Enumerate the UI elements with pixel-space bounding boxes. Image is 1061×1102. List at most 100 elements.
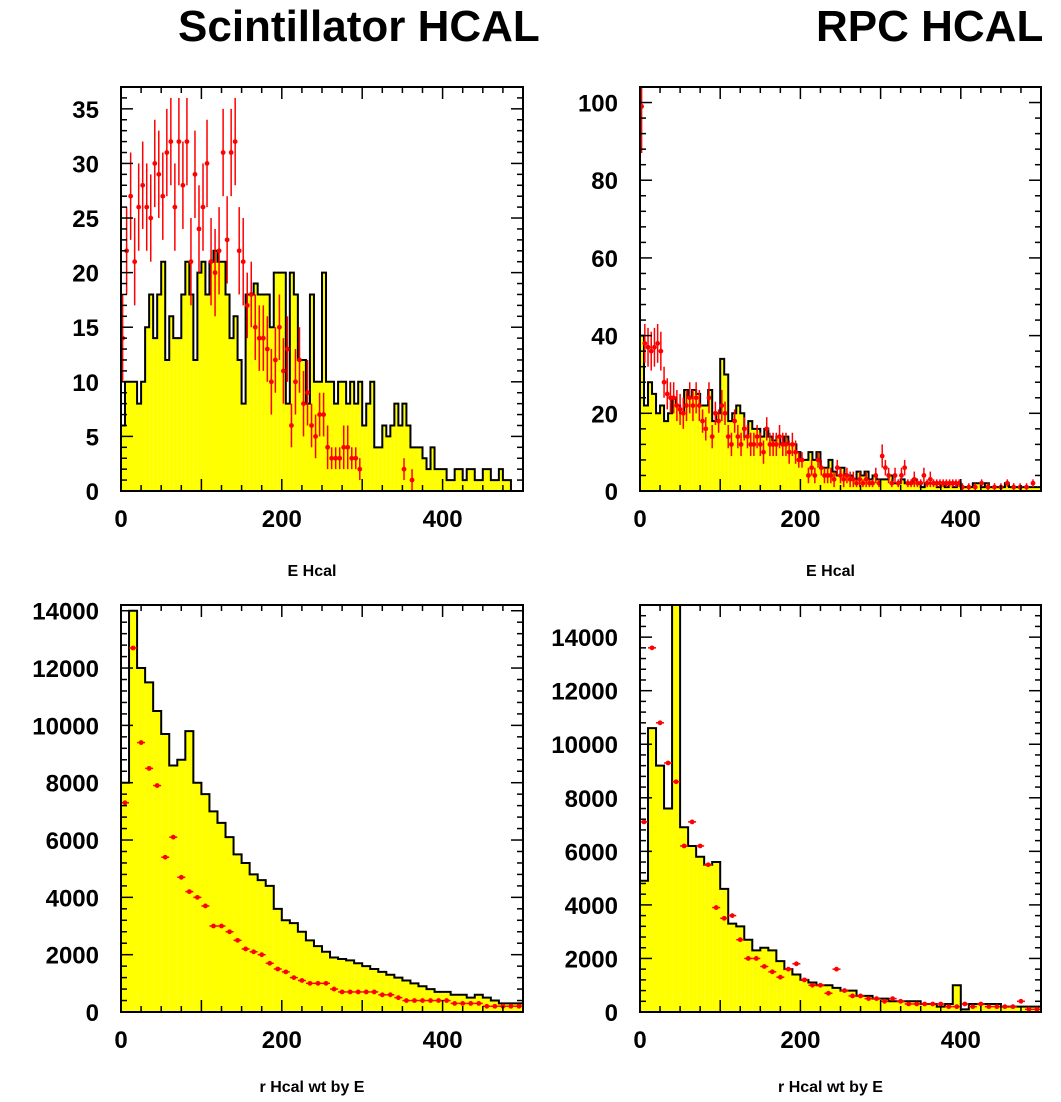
- point-marker: [761, 964, 767, 969]
- data-point: [256, 305, 262, 371]
- y-ticks: 0 2000 4000 6000 8000 10000 12000 14000: [32, 599, 523, 1027]
- point-marker: [786, 449, 792, 455]
- data-point: [860, 479, 866, 488]
- data-point: [944, 1004, 953, 1010]
- point-marker: [236, 248, 242, 254]
- y-tick-label: 0: [605, 479, 618, 506]
- point-marker: [828, 473, 834, 478]
- data-point: [752, 956, 761, 961]
- histogram-bin: [696, 856, 705, 1012]
- data-point: [729, 432, 734, 457]
- point-marker: [658, 348, 664, 354]
- data-point: [236, 207, 242, 295]
- histogram-bin: [712, 862, 721, 1012]
- point-marker: [216, 248, 222, 254]
- data-point: [854, 479, 859, 488]
- data-point: [815, 452, 821, 468]
- data-point: [754, 424, 760, 449]
- data-point: [217, 923, 226, 929]
- point-marker: [412, 998, 417, 1003]
- point-marker: [122, 800, 128, 806]
- point-marker: [713, 905, 719, 910]
- histogram-bin: [157, 294, 162, 491]
- point-marker: [208, 259, 214, 265]
- point-marker: [186, 889, 192, 895]
- point-marker: [938, 1001, 944, 1007]
- histogram-bin: [872, 998, 881, 1012]
- histogram-bin: [305, 403, 310, 491]
- point-marker: [339, 989, 345, 995]
- point-marker: [297, 357, 302, 363]
- histogram-bin: [900, 479, 905, 491]
- data-point: [345, 425, 351, 470]
- point-marker: [898, 998, 904, 1004]
- histogram-bin: [418, 447, 423, 491]
- data-point: [200, 163, 206, 251]
- point-marker: [994, 1004, 1000, 1010]
- histogram-bin: [137, 668, 146, 1012]
- histogram-bin: [796, 452, 801, 491]
- histogram-bin: [129, 610, 138, 1012]
- data-point: [880, 998, 889, 1004]
- x-tick-label: 400: [941, 1027, 981, 1054]
- data-point: [693, 382, 699, 414]
- histogram-bin: [338, 381, 343, 491]
- data-point: [401, 458, 407, 481]
- data-points: [640, 645, 1041, 1012]
- data-point: [799, 452, 805, 468]
- point-marker: [291, 975, 297, 981]
- point-marker: [665, 760, 671, 766]
- data-point: [888, 996, 897, 1002]
- histogram-bin: [305, 940, 314, 1012]
- data-point: [176, 97, 182, 186]
- y-tick-label: 10: [72, 370, 99, 397]
- data-point: [184, 97, 190, 186]
- point-marker: [641, 819, 647, 825]
- data-point: [209, 923, 218, 929]
- histogram-bin: [660, 405, 665, 491]
- data-point: [920, 1001, 929, 1007]
- data-point: [402, 998, 411, 1003]
- data-point: [357, 458, 363, 481]
- point-marker: [918, 480, 924, 486]
- point-marker: [842, 988, 847, 993]
- data-point: [172, 163, 178, 251]
- data-point: [696, 843, 705, 849]
- point-marker: [802, 977, 807, 983]
- data-point: [911, 471, 917, 488]
- histogram-bin: [261, 294, 266, 491]
- data-point: [354, 989, 363, 995]
- y-tick-label: 14000: [32, 599, 99, 626]
- y-tick-label: 8000: [565, 786, 618, 813]
- data-point: [281, 338, 286, 404]
- histogram-bin: [1028, 487, 1033, 491]
- data-point: [744, 956, 753, 961]
- point-marker: [256, 335, 262, 341]
- point-marker: [754, 434, 760, 440]
- point-marker: [911, 476, 917, 482]
- histogram-bin: [281, 920, 290, 1012]
- point-marker: [224, 237, 230, 243]
- point-marker: [301, 401, 306, 407]
- histogram-bin: [257, 294, 262, 491]
- y-tick-label: 10000: [551, 732, 618, 759]
- data-point: [337, 447, 343, 470]
- histogram-bin: [289, 272, 294, 491]
- histogram-bin: [410, 983, 419, 1012]
- x-tick-label: 400: [423, 506, 463, 533]
- data-point: [736, 937, 745, 943]
- data-point: [1016, 998, 1025, 1004]
- data-point: [889, 479, 895, 488]
- histogram-bin: [764, 428, 769, 491]
- histogram-bin: [209, 261, 214, 491]
- data-point: [1032, 1006, 1041, 1012]
- data-point: [921, 467, 927, 484]
- point-marker: [870, 480, 875, 486]
- data-point: [474, 1001, 483, 1006]
- data-point: [317, 392, 322, 437]
- data-point: [725, 424, 731, 449]
- histogram-bin: [482, 469, 487, 491]
- histogram-bin: [792, 974, 801, 1012]
- data-point: [208, 218, 214, 306]
- histogram-bin: [490, 480, 495, 491]
